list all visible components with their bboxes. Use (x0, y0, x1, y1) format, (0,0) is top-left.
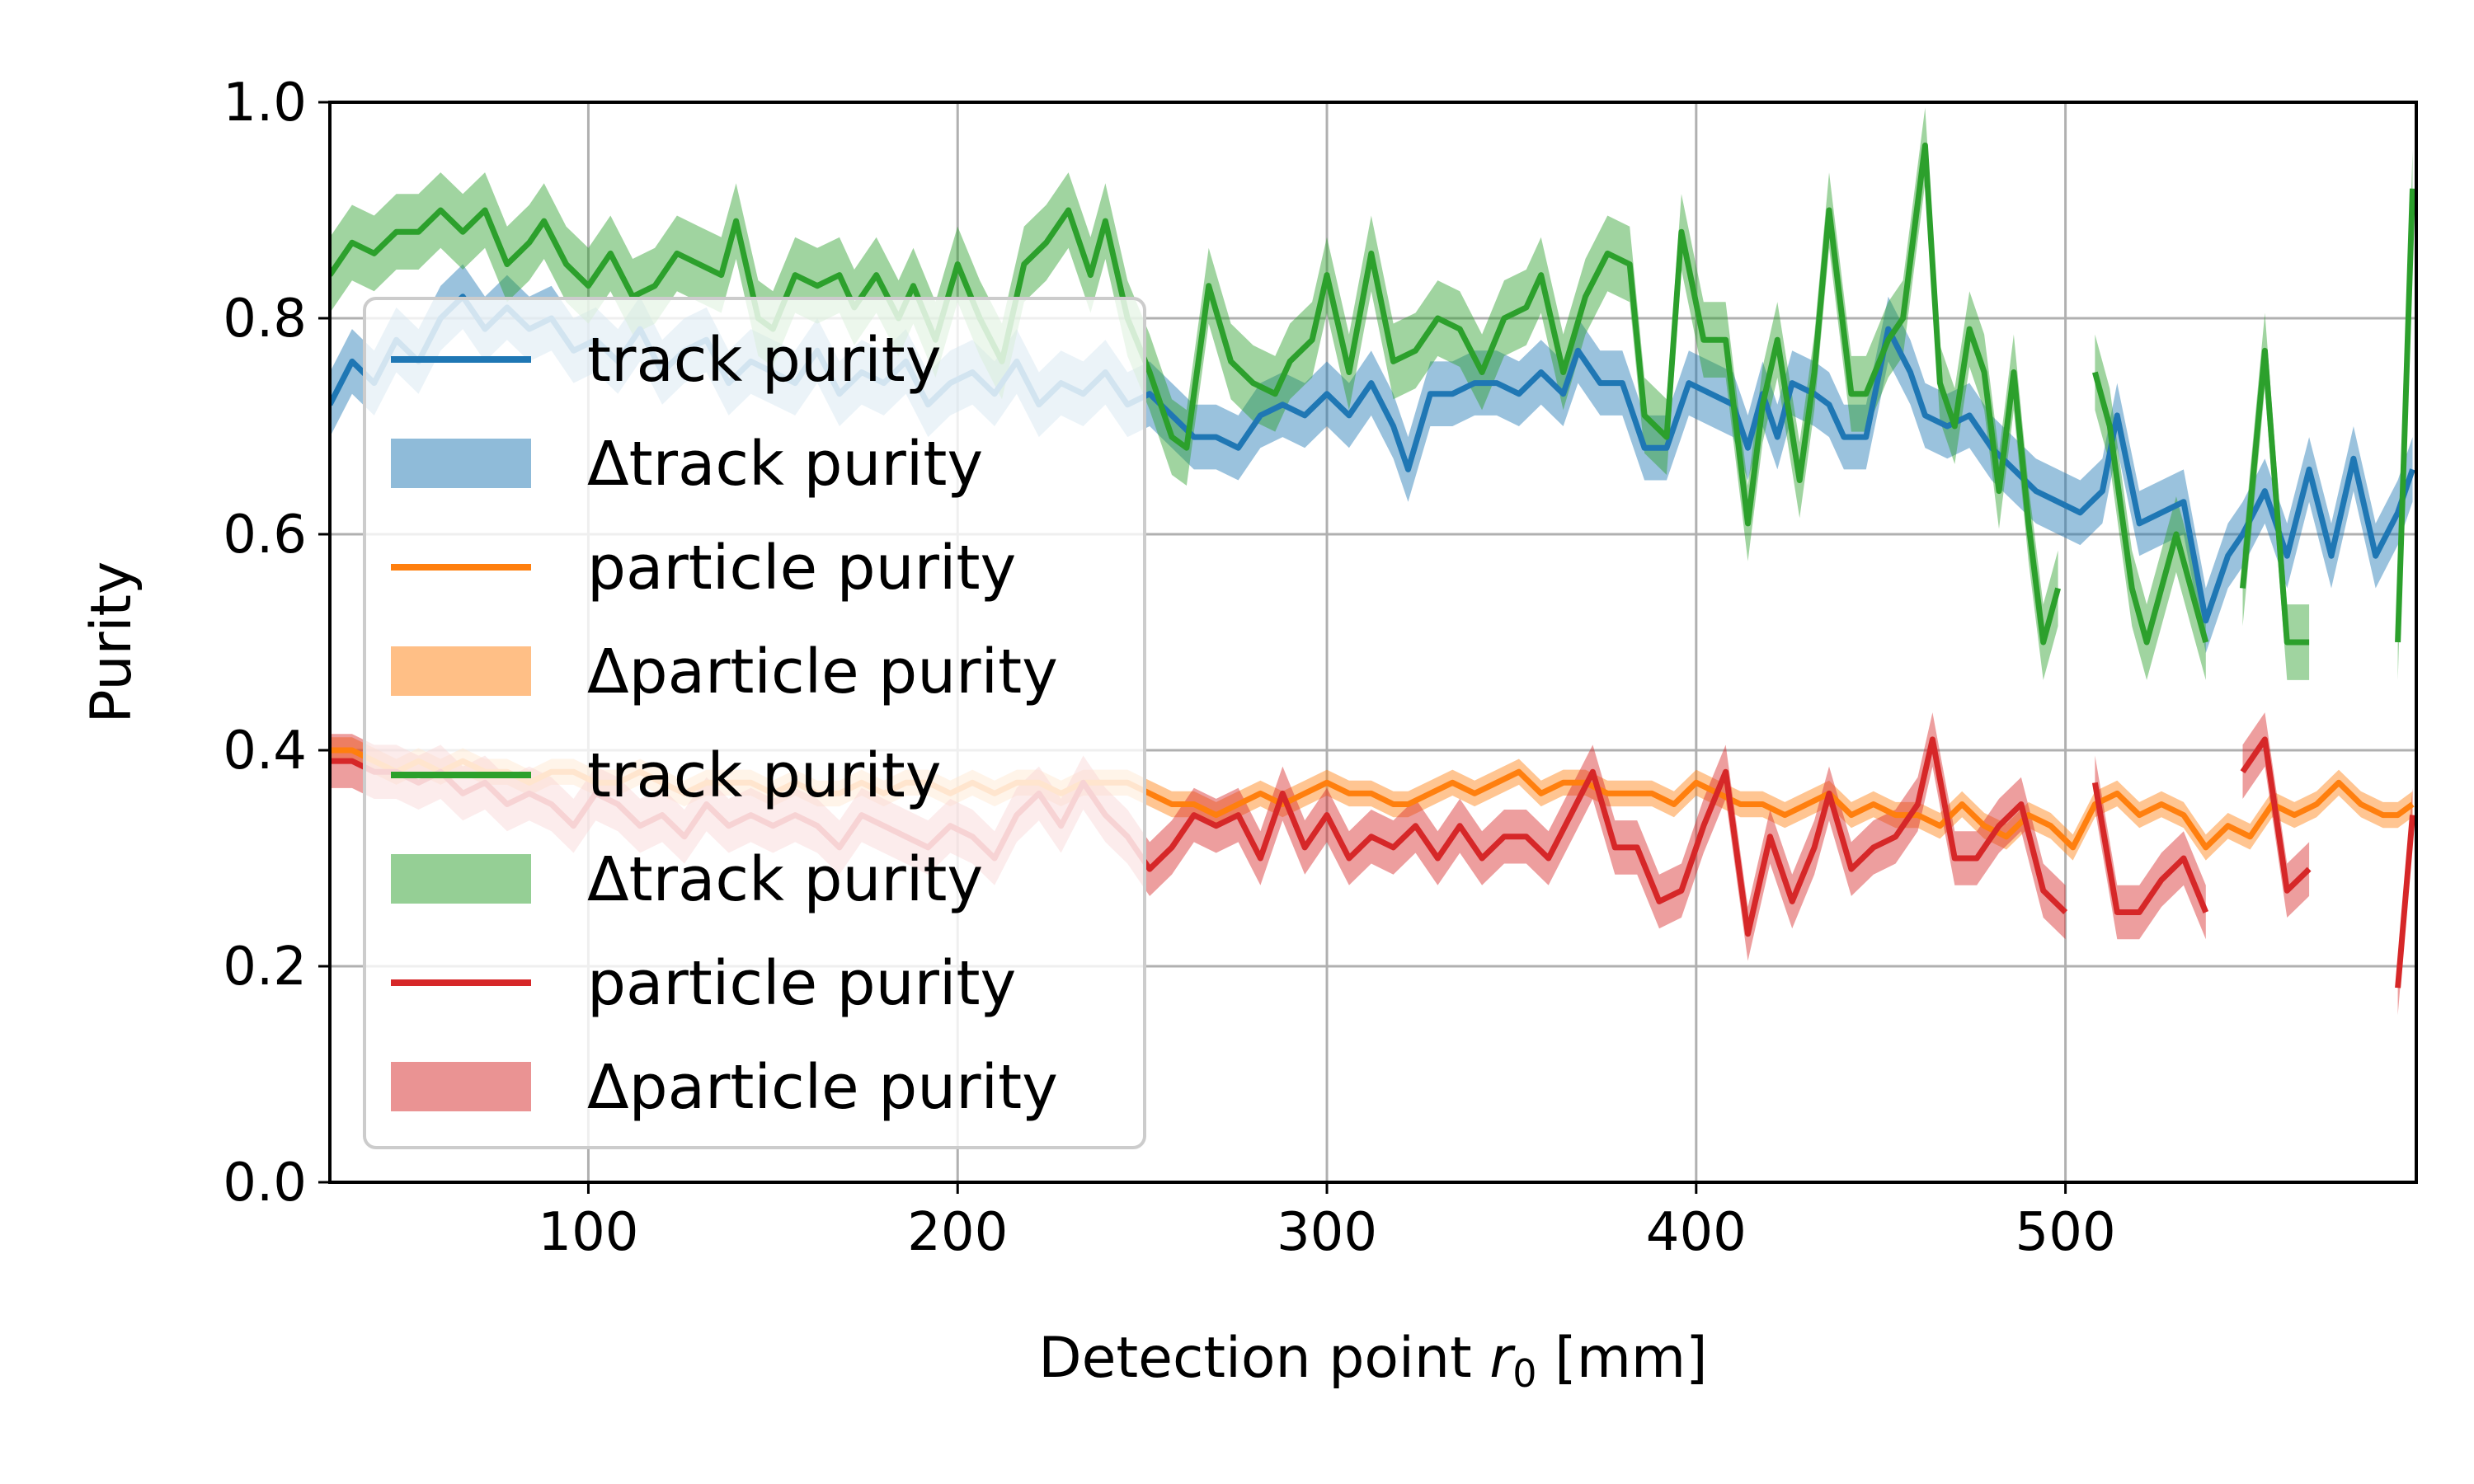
legend-label: track purity (587, 740, 942, 811)
x-tick-label: 300 (1277, 1202, 1377, 1263)
legend-entry: Δparticle purity (391, 1052, 1058, 1123)
legend-label: Δparticle purity (587, 636, 1058, 707)
x-axis-ticks: 100 200 300 400 500 (538, 1182, 2116, 1263)
x-tick-label: 400 (1646, 1202, 1747, 1263)
series-2-line (330, 142, 2061, 646)
legend-entry: Δparticle purity (391, 636, 1058, 707)
series-2-line (2092, 371, 2209, 646)
series-3-line (2240, 736, 2312, 894)
x-tick-label: 100 (538, 1202, 638, 1263)
series-3-line (2395, 815, 2415, 989)
y-axis-label: Purity (79, 561, 144, 724)
legend-label: Δtrack purity (587, 844, 983, 915)
legend-label: Δtrack purity (587, 429, 983, 500)
legend-entry: track purity (391, 325, 942, 396)
y-tick-label: 0.2 (223, 937, 307, 998)
legend-band-swatch (391, 854, 531, 904)
legend-band-swatch (391, 646, 531, 696)
series-2-band (2095, 334, 2206, 680)
plot-frame (328, 101, 2418, 1184)
y-tick-label: 0.4 (223, 721, 307, 782)
legend-entry: particle purity (391, 948, 1016, 1019)
legend-entry: particle purity (391, 533, 1016, 603)
legend-entry: track purity (391, 740, 942, 811)
series-3-band (330, 712, 2066, 961)
y-tick-label: 0.0 (223, 1153, 307, 1214)
series-2-line (2395, 188, 2415, 643)
y-tick-label: 0.6 (223, 505, 307, 566)
x-axis-label: Detection point r0 [mm] (1038, 1326, 1707, 1396)
series-3-line (2091, 782, 2209, 915)
legend-entry: Δtrack purity (391, 844, 983, 915)
legend-band-swatch (391, 1062, 531, 1111)
x-tick-label: 200 (907, 1202, 1008, 1263)
legend-entry: Δtrack purity (391, 429, 983, 500)
legend-label: particle purity (587, 533, 1016, 603)
legend-band-swatch (391, 439, 531, 488)
series-1-band (330, 737, 2413, 861)
legend-label: Δparticle purity (587, 1052, 1058, 1123)
y-tick-label: 1.0 (223, 73, 307, 134)
legend-box (363, 297, 1146, 1149)
series-3-band (2095, 755, 2206, 940)
y-tick-label: 0.8 (223, 289, 307, 350)
legend: track purity Δtrack purity particle purity… (363, 297, 1146, 1149)
x-tick-label: 500 (2015, 1202, 2116, 1263)
legend-label: particle purity (587, 948, 1016, 1019)
series-2-line (2240, 347, 2310, 646)
y-axis-ticks: 0.0 0.2 0.4 0.6 0.8 1.0 (223, 73, 330, 1214)
legend-label: track purity (587, 325, 942, 396)
